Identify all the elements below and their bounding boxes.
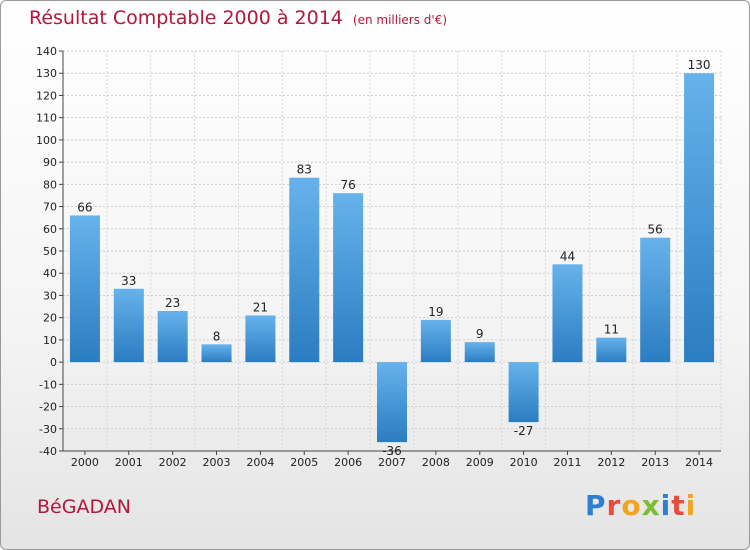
bar <box>245 315 276 363</box>
y-tick-label: 70 <box>43 201 57 214</box>
commune-name: BéGADAN <box>37 496 131 518</box>
y-tick-label: 110 <box>36 112 57 125</box>
x-tick-label: 2000 <box>71 456 99 469</box>
y-tick-label: 120 <box>36 89 57 102</box>
bar <box>464 342 495 363</box>
x-tick-label: 2005 <box>290 456 318 469</box>
x-tick-label: 2012 <box>597 456 625 469</box>
y-tick-label: 50 <box>43 245 57 258</box>
bar-value-label: 44 <box>560 249 575 263</box>
logo-letter: t <box>671 489 686 522</box>
bar <box>157 311 188 363</box>
x-tick-label: 2003 <box>203 456 231 469</box>
x-tick-label: 2010 <box>510 456 538 469</box>
bar <box>333 193 364 363</box>
y-tick-label: -20 <box>39 401 57 414</box>
bar <box>113 288 144 363</box>
bar-value-label: 8 <box>213 329 221 343</box>
y-tick-label: 30 <box>43 289 57 302</box>
x-tick-label: 2008 <box>422 456 450 469</box>
y-tick-label: -30 <box>39 423 57 436</box>
bar <box>640 237 671 363</box>
y-tick-label: 100 <box>36 134 57 147</box>
x-tick-label: 2002 <box>159 456 187 469</box>
data-labels: 66 33 23 8 21 83 76 -36 19 9 -27 44 11 56 130 <box>77 58 710 458</box>
y-tick-label: -40 <box>39 445 57 458</box>
bar <box>684 73 715 363</box>
x-tick-label: 2007 <box>378 456 406 469</box>
x-tick-label: 2009 <box>466 456 494 469</box>
title-unit: (en milliers d'€) <box>352 13 448 27</box>
bar <box>377 362 407 443</box>
bar <box>69 215 100 363</box>
x-tick-label: 2011 <box>553 456 581 469</box>
bar <box>596 337 627 363</box>
y-tick-label: 130 <box>36 67 57 80</box>
title-main: Résultat Comptable 2000 à 2014 <box>29 7 343 29</box>
y-tick-label: 10 <box>43 334 57 347</box>
bar <box>289 177 320 363</box>
bar-value-label: 21 <box>253 300 268 314</box>
bar-value-label: 23 <box>165 296 180 310</box>
bar-value-label: -36 <box>382 444 402 458</box>
logo-letter: i <box>685 489 697 522</box>
logo-letter: i <box>660 489 672 522</box>
y-tick-label: 80 <box>43 178 57 191</box>
bar-value-label: -27 <box>514 424 534 438</box>
bar-value-label: 83 <box>297 163 312 177</box>
y-tick-label: -10 <box>39 378 57 391</box>
y-tick-label: 90 <box>43 156 57 169</box>
bar-value-label: 76 <box>340 178 355 192</box>
logo-letter: x <box>641 489 661 522</box>
chart-title: Résultat Comptable 2000 à 2014 (en millie… <box>29 7 447 29</box>
bar-value-label: 33 <box>121 274 136 288</box>
x-tick-label: 2004 <box>246 456 274 469</box>
proxiti-logo: Proxiti <box>585 489 696 522</box>
y-tick-label: 60 <box>43 223 57 236</box>
bar-value-label: 130 <box>688 58 711 72</box>
y-tick-label: 20 <box>43 312 57 325</box>
bar <box>201 344 232 363</box>
bar-value-label: 19 <box>428 305 443 319</box>
bar-value-label: 66 <box>77 200 92 214</box>
logo-letter: r <box>606 489 622 522</box>
bars <box>69 73 715 443</box>
bar <box>508 362 539 423</box>
y-tick-label: 0 <box>50 356 57 369</box>
y-tick-label: 140 <box>36 45 57 58</box>
logo-letter: o <box>621 489 642 522</box>
logo-letter: P <box>585 489 607 522</box>
x-tick-label: 2013 <box>641 456 669 469</box>
axes: -40 -30 -20 -10 0 10 20 30 40 50 60 70 80 90 100 110 120… <box>36 45 721 469</box>
bar-value-label: 11 <box>604 323 619 337</box>
y-tick-label: 40 <box>43 267 57 280</box>
x-tick-label: 2014 <box>685 456 713 469</box>
bar <box>420 319 451 363</box>
bar <box>552 264 583 363</box>
bar-value-label: 9 <box>476 327 484 341</box>
bar-value-label: 56 <box>648 223 663 237</box>
x-tick-label: 2006 <box>334 456 362 469</box>
x-tick-label: 2001 <box>115 456 143 469</box>
